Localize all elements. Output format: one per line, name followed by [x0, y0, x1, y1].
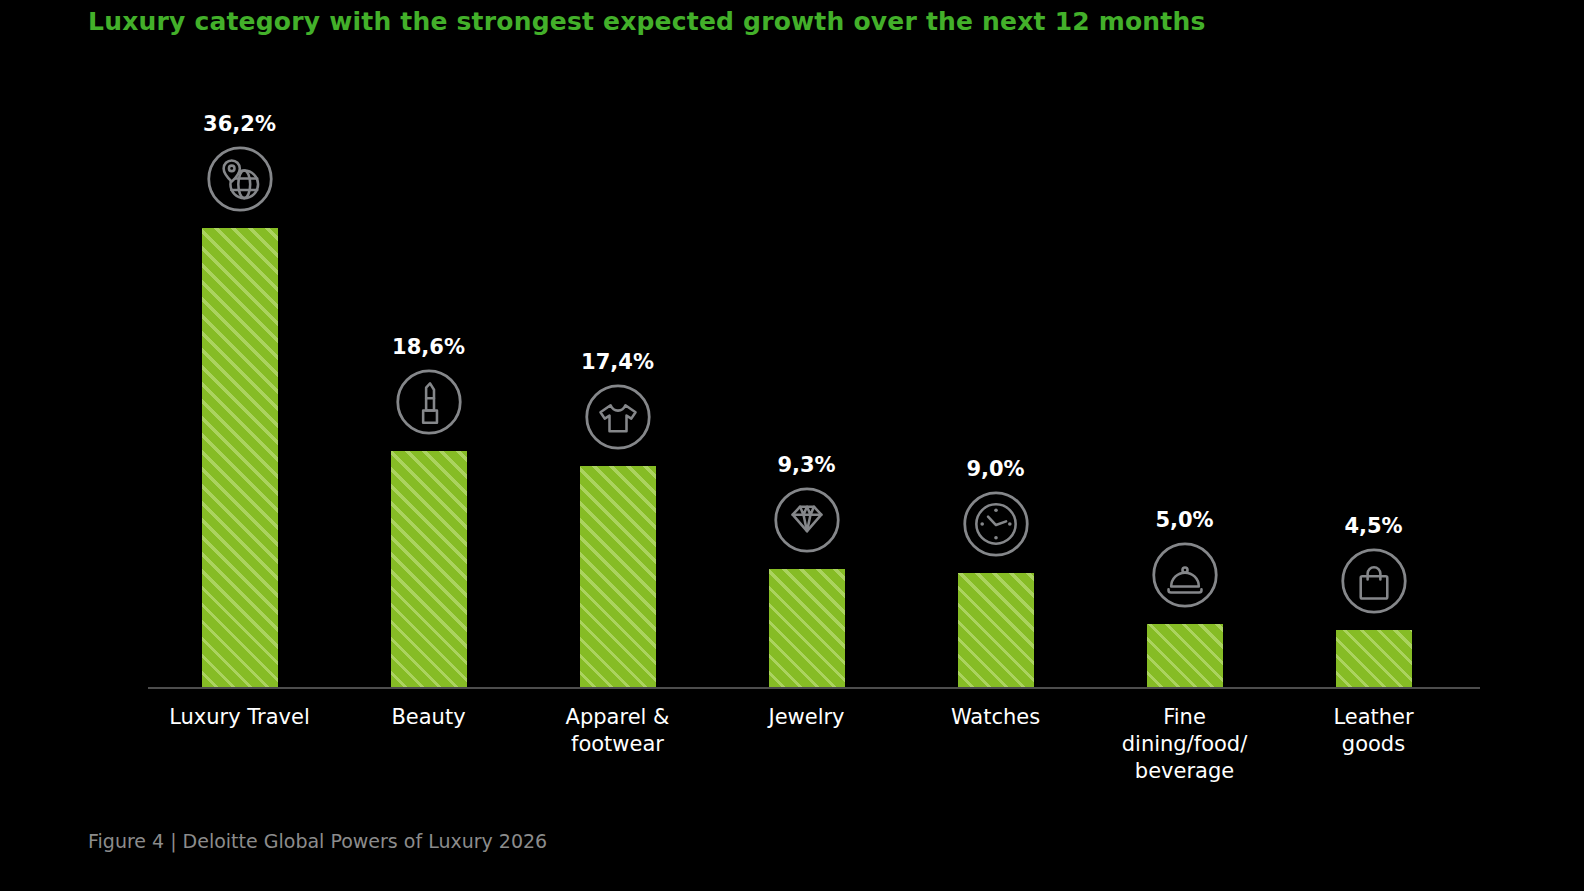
- x-axis-line: [148, 687, 1480, 689]
- bar-value-label: 5,0%: [1155, 508, 1213, 532]
- chart-figure: Luxury category with the strongest expec…: [0, 0, 1584, 891]
- bar-apparel-footwear: [580, 466, 656, 687]
- handbag-icon: [1340, 547, 1408, 615]
- diamond-icon: [773, 486, 841, 554]
- cloche-icon: [1151, 541, 1219, 609]
- bar-value-label: 36,2%: [203, 112, 276, 136]
- bar-fine-dining-food-beverage: [1147, 624, 1223, 687]
- watch-icon: [962, 490, 1030, 558]
- bar-value-label: 9,3%: [777, 453, 835, 477]
- chart-column-watches: 9,0%: [901, 0, 1090, 687]
- chart-column-apparel-footwear: 17,4%: [523, 0, 712, 687]
- bar-value-label: 18,6%: [392, 335, 465, 359]
- figure-caption: Figure 4 | Deloitte Global Powers of Lux…: [88, 830, 547, 852]
- category-label-luxury-travel: Luxury Travel: [145, 704, 334, 785]
- x-axis-category-labels: Luxury TravelBeautyApparel & footwearJew…: [145, 704, 1468, 785]
- bar-leather-goods: [1336, 630, 1412, 687]
- category-label-leather-goods: Leather goods: [1279, 704, 1468, 785]
- chart-column-luxury-travel: 36,2%: [145, 0, 334, 687]
- chart-column-leather-goods: 4,5%: [1279, 0, 1468, 687]
- bar-value-label: 4,5%: [1344, 514, 1402, 538]
- lipstick-icon: [395, 368, 463, 436]
- bar-chart-plot-area: 36,2% 18,6% 17,4% 9,3% 9,0% 5,0% 4,5%: [145, 0, 1468, 687]
- category-label-jewelry: Jewelry: [712, 704, 901, 785]
- tshirt-icon: [584, 383, 652, 451]
- category-label-beauty: Beauty: [334, 704, 523, 785]
- category-label-fine-dining-food-beverage: Fine dining/food/ beverage: [1090, 704, 1279, 785]
- chart-column-jewelry: 9,3%: [712, 0, 901, 687]
- bar-beauty: [391, 451, 467, 687]
- bar-watches: [958, 573, 1034, 687]
- category-label-apparel-footwear: Apparel & footwear: [523, 704, 712, 785]
- chart-column-beauty: 18,6%: [334, 0, 523, 687]
- bar-value-label: 9,0%: [966, 457, 1024, 481]
- bar-jewelry: [769, 569, 845, 687]
- globe-location-icon: [206, 145, 274, 213]
- bar-value-label: 17,4%: [581, 350, 654, 374]
- chart-column-fine-dining-food-beverage: 5,0%: [1090, 0, 1279, 687]
- bar-luxury-travel: [202, 228, 278, 687]
- category-label-watches: Watches: [901, 704, 1090, 785]
